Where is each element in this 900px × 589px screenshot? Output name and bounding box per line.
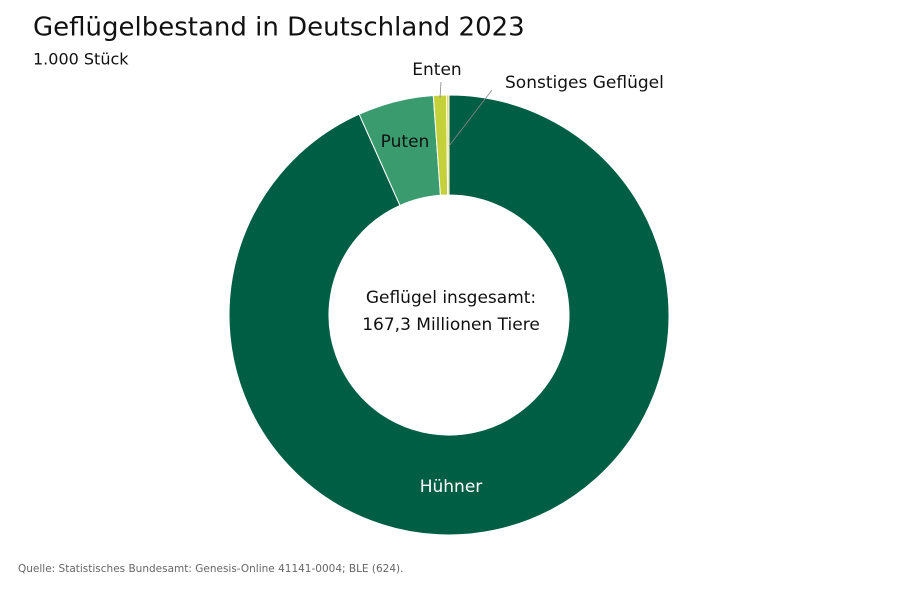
segment-label: Enten <box>412 60 461 80</box>
chart-title: Geflügelbestand in Deutschland 2023 <box>33 13 525 43</box>
donut <box>228 94 670 536</box>
leader-line <box>448 89 493 147</box>
center-label: Geflügel insgesamt: <box>366 288 536 308</box>
leader-line <box>439 81 442 99</box>
source-note: Quelle: Statistisches Bundesamt: Genesis… <box>18 563 403 575</box>
segment-label: Puten <box>381 132 430 152</box>
donut-segment <box>446 94 450 196</box>
segment-label: Sonstiges Geflügel <box>505 73 664 93</box>
chart-subtitle: 1.000 Stück <box>33 50 129 69</box>
donut-segment <box>228 94 670 536</box>
segment-label: Hühner <box>420 477 483 497</box>
center-label: 167,3 Millionen Tiere <box>362 315 540 335</box>
